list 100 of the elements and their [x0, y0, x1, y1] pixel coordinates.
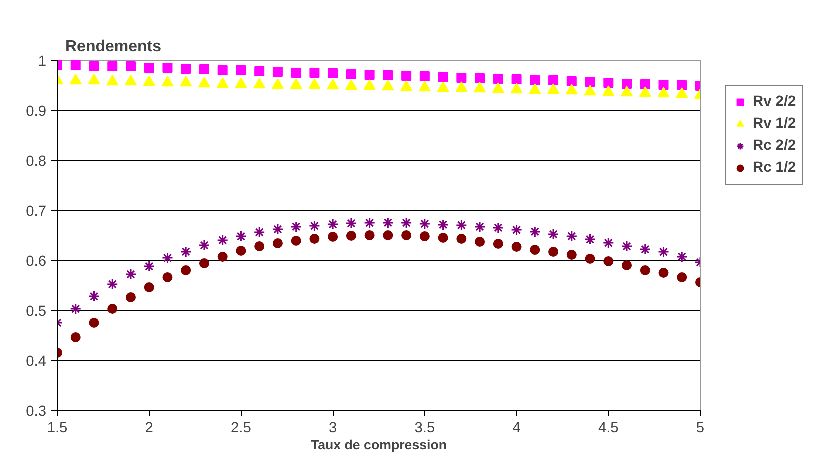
point	[566, 230, 578, 242]
point	[475, 237, 486, 247]
point	[126, 292, 136, 302]
point	[199, 258, 210, 268]
x-tick-label: 2	[145, 420, 154, 436]
point	[658, 268, 669, 278]
point	[511, 224, 523, 236]
point	[346, 231, 356, 241]
legend-label: Rv 1/2	[753, 116, 796, 132]
point	[639, 86, 652, 98]
y-tick-label: 0.4	[26, 354, 46, 370]
point	[677, 272, 688, 282]
point	[272, 78, 284, 90]
point	[584, 85, 596, 96]
point	[364, 70, 375, 80]
point	[566, 250, 577, 260]
point	[254, 242, 265, 252]
point	[438, 219, 450, 231]
point	[492, 222, 504, 234]
point	[456, 234, 467, 244]
point	[310, 68, 320, 78]
point	[456, 73, 467, 83]
point	[548, 228, 560, 240]
point	[382, 80, 394, 91]
x-tick-label: 2.5	[231, 420, 252, 436]
y-tick-label: 0.3	[26, 404, 46, 420]
point	[438, 233, 448, 243]
point	[308, 78, 321, 90]
point	[602, 86, 615, 96]
point	[125, 268, 137, 280]
point	[602, 237, 614, 249]
point	[162, 252, 174, 264]
legend-label: Rv 2/2	[753, 94, 796, 110]
point	[604, 256, 614, 266]
point	[290, 78, 302, 90]
x-tick-label: 5	[696, 420, 705, 436]
point	[419, 218, 431, 230]
legend-label: Rc 1/2	[753, 160, 796, 176]
point	[510, 83, 523, 94]
point	[181, 266, 192, 276]
point	[622, 79, 632, 89]
point	[364, 80, 376, 90]
x-tick-label: 4	[512, 420, 521, 436]
point	[162, 272, 173, 282]
point	[383, 230, 394, 240]
point	[437, 82, 450, 92]
point	[198, 240, 210, 252]
point	[530, 76, 540, 86]
point	[272, 238, 283, 248]
y-tick-label: 1	[38, 54, 47, 70]
point	[198, 77, 210, 88]
point	[254, 78, 266, 89]
point	[144, 63, 154, 73]
point	[327, 218, 339, 230]
point	[640, 244, 652, 256]
point	[566, 84, 578, 95]
point	[235, 78, 248, 88]
point	[676, 251, 688, 263]
point	[345, 80, 358, 90]
point	[108, 304, 118, 314]
point	[291, 236, 302, 246]
legend-label: Rc 2/2	[753, 138, 796, 154]
point	[418, 81, 431, 92]
point	[308, 220, 320, 232]
point	[254, 66, 265, 76]
point	[328, 68, 338, 78]
point	[346, 218, 358, 230]
point	[585, 254, 596, 264]
point	[70, 303, 82, 315]
x-tick-label: 3.5	[414, 420, 436, 436]
point	[493, 239, 504, 249]
point	[180, 76, 192, 87]
point	[566, 76, 577, 86]
point	[474, 221, 486, 233]
point	[89, 318, 100, 328]
point	[640, 266, 650, 276]
point	[529, 226, 541, 238]
x-tick-label: 1.5	[47, 420, 68, 436]
point	[622, 260, 632, 270]
point	[400, 217, 412, 229]
point	[162, 63, 173, 73]
point	[310, 234, 320, 244]
point	[70, 332, 81, 342]
point	[106, 278, 118, 290]
point	[493, 74, 504, 84]
point	[291, 68, 302, 78]
point	[621, 240, 633, 252]
point	[217, 234, 229, 246]
point	[126, 62, 136, 72]
point	[89, 62, 100, 72]
point	[420, 72, 430, 82]
point	[402, 230, 412, 240]
point	[218, 252, 228, 262]
point	[512, 74, 522, 84]
point	[529, 84, 542, 94]
point	[383, 70, 394, 80]
point	[530, 245, 540, 255]
point	[180, 246, 192, 258]
point	[621, 86, 634, 97]
point	[235, 230, 247, 242]
